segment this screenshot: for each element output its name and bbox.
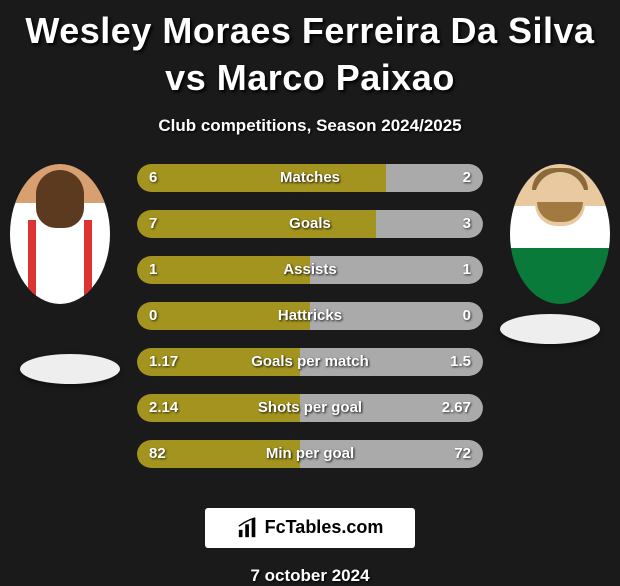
stat-label: Goals [137, 210, 483, 238]
stat-row: 73Goals [137, 210, 483, 238]
stat-row: 00Hattricks [137, 302, 483, 330]
stats-list: 62Matches 73Goals 11Assists 00Hattricks 1.17… [137, 164, 483, 486]
chart-icon [237, 517, 259, 539]
subtitle: Club competitions, Season 2024/2025 [0, 116, 620, 136]
player-left-club-chip [20, 354, 120, 384]
brand-badge[interactable]: FcTables.com [205, 508, 415, 548]
stat-row: 8272Min per goal [137, 440, 483, 468]
date-label: 7 october 2024 [0, 566, 620, 586]
stat-label: Hattricks [137, 302, 483, 330]
stat-row: 62Matches [137, 164, 483, 192]
stat-label: Min per goal [137, 440, 483, 468]
stat-label: Goals per match [137, 348, 483, 376]
stat-row: 11Assists [137, 256, 483, 284]
player-right-club-chip [500, 314, 600, 344]
player-right-avatar [510, 164, 610, 304]
player-left-avatar [10, 164, 110, 304]
page-title: Wesley Moraes Ferreira Da Silva vs Marco… [0, 0, 620, 102]
stat-row: 2.142.67Shots per goal [137, 394, 483, 422]
stat-row: 1.171.5Goals per match [137, 348, 483, 376]
brand-label: FcTables.com [265, 517, 384, 538]
stat-label: Matches [137, 164, 483, 192]
stat-label: Assists [137, 256, 483, 284]
stat-label: Shots per goal [137, 394, 483, 422]
comparison-area: 62Matches 73Goals 11Assists 00Hattricks 1.17… [0, 164, 620, 504]
